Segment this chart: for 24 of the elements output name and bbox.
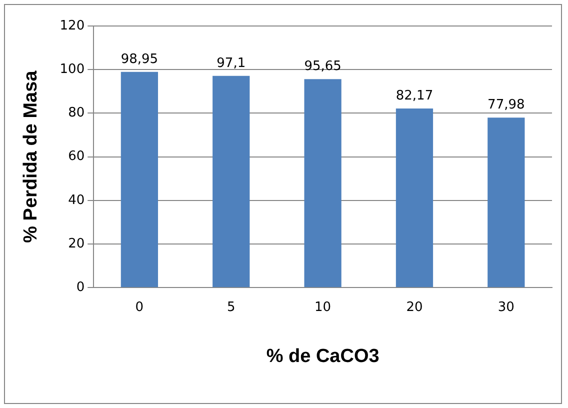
- y-tick-label: 100: [60, 62, 85, 77]
- y-tick-label: 60: [68, 149, 85, 164]
- data-label: 77,98: [488, 97, 525, 112]
- data-label: 82,17: [396, 88, 434, 104]
- x-tick-label: 5: [226, 300, 236, 315]
- data-label: 95,65: [304, 58, 342, 74]
- y-tick-label: 0: [76, 280, 85, 295]
- y-tick-label: 120: [60, 18, 85, 34]
- y-axis-title: % Perdida de Masa: [20, 70, 42, 243]
- x-axis-title: % de CaCO3: [266, 346, 380, 367]
- bar: [212, 76, 250, 288]
- bar: [488, 118, 525, 288]
- x-tick-label: 30: [498, 300, 514, 315]
- x-tick-label: 20: [406, 300, 423, 315]
- y-tick-label: 40: [68, 192, 85, 208]
- y-tick-label: 80: [68, 106, 85, 121]
- y-tick-label: 20: [68, 236, 85, 252]
- x-tick-label: 0: [135, 300, 144, 315]
- data-label: 97,1: [216, 56, 246, 71]
- x-tick-label: 10: [314, 300, 332, 315]
- bar: [396, 108, 434, 288]
- bar: [120, 72, 158, 288]
- data-label: 98,95: [120, 52, 158, 67]
- bar: [304, 79, 342, 288]
